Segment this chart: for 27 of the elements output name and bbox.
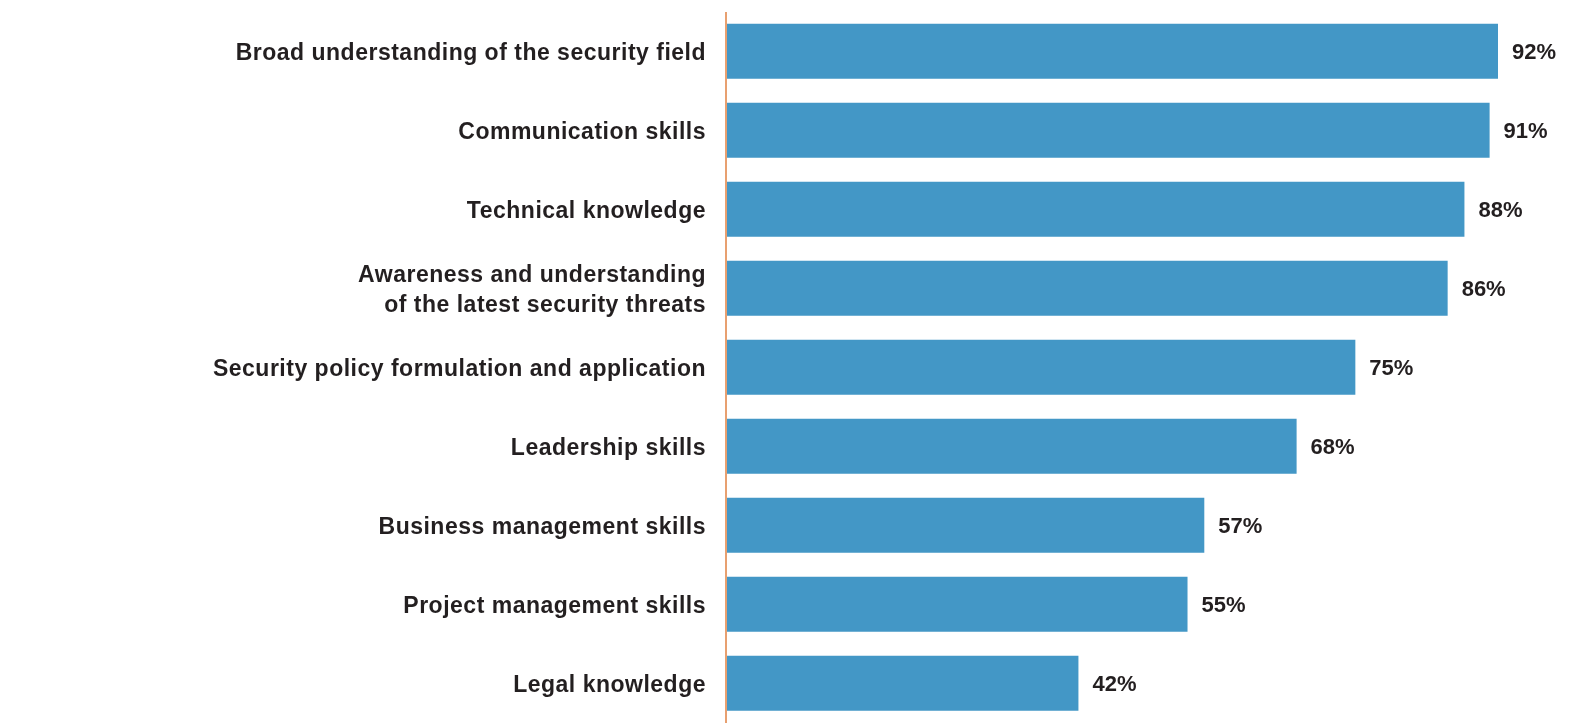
data-label: 68%	[1310, 434, 1355, 460]
bar	[726, 339, 1356, 395]
bar	[726, 102, 1490, 158]
data-label: 86%	[1461, 276, 1506, 302]
bar	[726, 181, 1465, 237]
y-tick-label: Business management skills	[378, 512, 706, 539]
bar	[726, 260, 1448, 316]
y-tick-label: Project management skills	[403, 591, 706, 618]
data-label: 42%	[1092, 671, 1137, 697]
y-tick-label: Legal knowledge	[513, 670, 706, 697]
data-label: 92%	[1512, 39, 1557, 65]
y-tick-label: Security policy formulation and application	[212, 354, 706, 381]
data-label: 57%	[1218, 513, 1263, 539]
bar	[726, 576, 1188, 632]
data-label: 75%	[1369, 355, 1414, 381]
y-tick-label: Awareness and understanding of the latest security threats	[358, 260, 706, 317]
y-tick-label: Broad understanding of the security field	[235, 38, 706, 65]
data-label: 91%	[1503, 118, 1548, 144]
y-tick-label: Communication skills	[458, 117, 706, 144]
data-label: 88%	[1478, 197, 1523, 223]
bar	[726, 655, 1079, 711]
data-label: 55%	[1201, 592, 1246, 618]
bar	[726, 497, 1205, 553]
y-tick-label: Leadership skills	[510, 433, 706, 460]
bar	[726, 23, 1498, 79]
y-tick-label: Technical knowledge	[466, 196, 706, 223]
bar	[726, 418, 1297, 474]
